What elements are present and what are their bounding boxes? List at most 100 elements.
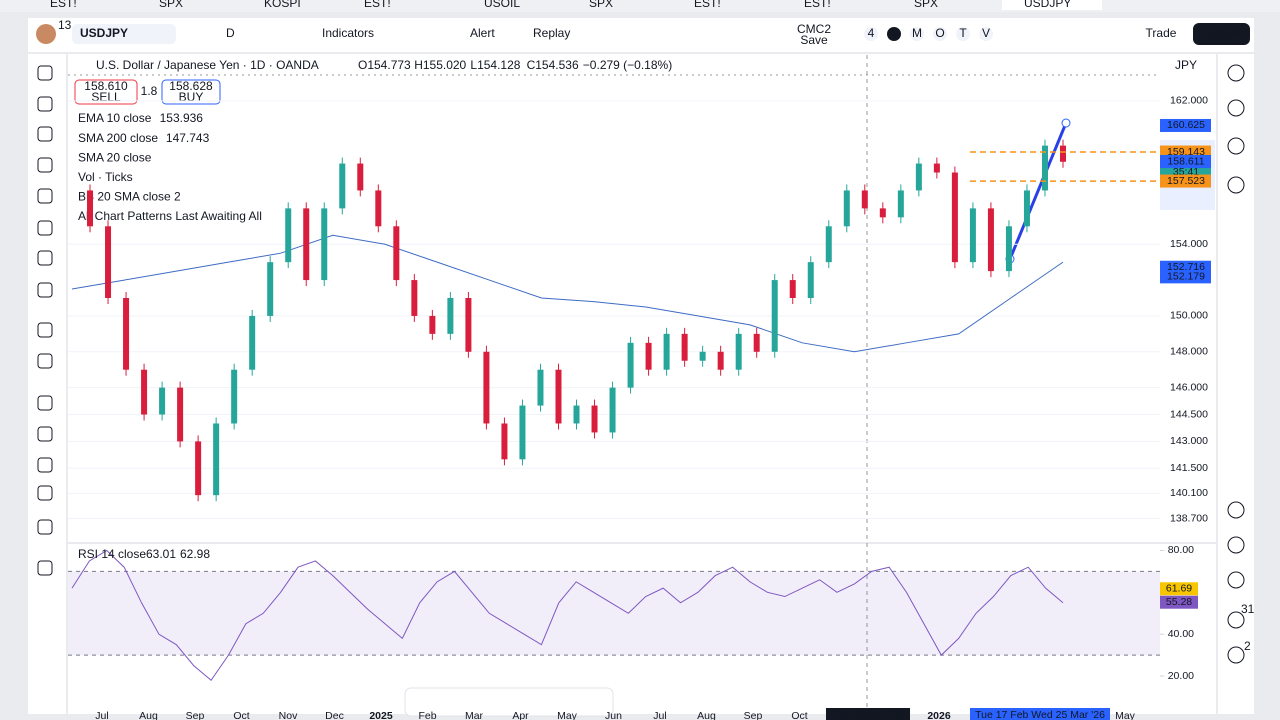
candle-body — [285, 208, 292, 263]
quick-label: T — [959, 26, 967, 40]
tab[interactable] — [342, 0, 442, 10]
sidebar-icon[interactable] — [1227, 137, 1245, 155]
sidebar-icon[interactable] — [1227, 646, 1245, 664]
time-label: Oct — [791, 710, 807, 720]
trend-handle[interactable] — [1061, 118, 1071, 128]
quick-button[interactable] — [933, 27, 947, 41]
layout-name[interactable]: CMC2 — [797, 22, 831, 36]
candle-body — [1041, 145, 1048, 191]
price-tick-label: 143.000 — [1170, 435, 1208, 447]
tab-label[interactable]: EST! — [364, 0, 391, 10]
publish-label[interactable]: Publish — [1201, 26, 1240, 40]
candle-body — [375, 190, 382, 227]
ohlc: O154.773 — [358, 58, 411, 72]
tool-icon[interactable] — [37, 157, 53, 173]
tab-label[interactable]: KOSPI — [264, 0, 301, 10]
quick-button[interactable] — [956, 27, 970, 41]
tab-label[interactable]: SPX — [159, 0, 183, 10]
quick-button[interactable] — [864, 27, 878, 41]
symbol[interactable]: USDJPY — [80, 26, 128, 40]
tab-label[interactable]: EST! — [50, 0, 77, 10]
rsi-label: 55.28 — [1166, 596, 1192, 608]
publish-button[interactable] — [1193, 23, 1250, 45]
sidebar-icon[interactable] — [1227, 536, 1245, 554]
candle-body — [339, 163, 346, 209]
legend-title: U.S. Dollar / Japanese Yen · 1D · OANDA — [96, 58, 319, 72]
tab-label[interactable]: USOIL — [484, 0, 520, 10]
price-label: 158.611 — [1167, 155, 1204, 167]
quick-button[interactable] — [887, 27, 901, 41]
sidebar-icon[interactable] — [1227, 176, 1245, 194]
tab[interactable] — [242, 0, 342, 10]
tool-icon[interactable] — [37, 457, 53, 473]
tool-icon[interactable] — [37, 395, 53, 411]
replay-button[interactable]: Replay — [533, 26, 570, 40]
tab[interactable] — [462, 0, 562, 10]
sidebar-icon[interactable] — [1227, 64, 1245, 82]
time-label: Aug — [697, 710, 716, 720]
tool-icon[interactable] — [37, 519, 53, 535]
tool-icon[interactable] — [37, 322, 53, 338]
candle-body — [645, 342, 652, 370]
tab[interactable] — [892, 0, 992, 10]
trade-button[interactable]: Trade — [1146, 26, 1177, 40]
quick-button[interactable] — [910, 27, 924, 41]
candle-body — [177, 387, 184, 442]
symbol-box[interactable] — [72, 24, 176, 44]
quick-button[interactable] — [979, 27, 993, 41]
candle-body — [861, 190, 868, 209]
currency: JPY — [1175, 58, 1197, 72]
avatar[interactable] — [36, 24, 56, 44]
tool-icon[interactable] — [37, 560, 53, 576]
alert-button[interactable]: Alert — [470, 26, 495, 40]
tab[interactable] — [137, 0, 237, 10]
sidebar-icon[interactable] — [1227, 611, 1245, 629]
price-tick-label: 144.500 — [1170, 408, 1208, 420]
tab[interactable] — [567, 0, 667, 10]
tool-icon[interactable] — [37, 426, 53, 442]
sidebar-icon[interactable] — [1227, 501, 1245, 519]
time-label: May — [557, 710, 578, 720]
tool-icon[interactable] — [37, 353, 53, 369]
sidebar-icon[interactable] — [1227, 99, 1245, 117]
trend-line[interactable] — [1008, 122, 1068, 260]
indicators-button[interactable]: Indicators — [322, 26, 374, 40]
tool-icon[interactable] — [37, 96, 53, 112]
candle-body — [231, 369, 238, 424]
tool-icon[interactable] — [37, 220, 53, 236]
candle-body — [915, 163, 922, 191]
tab[interactable] — [672, 0, 772, 10]
tool-icon[interactable] — [37, 282, 53, 298]
price-tick-label: 141.500 — [1170, 462, 1208, 474]
candle-body — [627, 342, 634, 388]
rsi-line — [71, 549, 1064, 681]
tab-label[interactable]: EST! — [694, 0, 721, 10]
tab[interactable] — [782, 0, 882, 10]
candle-body — [771, 280, 778, 352]
candle-body — [933, 163, 940, 173]
spread: 1.8 — [141, 84, 158, 98]
tool-icon[interactable] — [37, 126, 53, 142]
interval[interactable]: D — [226, 26, 235, 40]
sell-price: 158.610 — [84, 79, 128, 93]
tab-label[interactable]: SPX — [589, 0, 613, 10]
tab-label[interactable]: USDJPY — [1024, 0, 1071, 10]
tool-icon[interactable] — [37, 250, 53, 266]
left-toolbar — [28, 54, 66, 714]
tab[interactable] — [1002, 0, 1102, 10]
sidebar-icon[interactable] — [1227, 571, 1245, 589]
tab[interactable] — [28, 0, 128, 10]
price-label-box — [1160, 174, 1211, 188]
tab-label[interactable]: SPX — [914, 0, 938, 10]
tool-icon[interactable] — [37, 65, 53, 81]
candle-body — [807, 262, 814, 298]
buy-box[interactable] — [161, 79, 221, 105]
sell-box[interactable] — [74, 79, 138, 105]
indicator-name: SMA 20 close — [78, 150, 152, 164]
tool-icon[interactable] — [37, 188, 53, 204]
candle-body — [1023, 190, 1030, 227]
candle-body — [465, 298, 472, 352]
tool-icon[interactable] — [37, 485, 53, 501]
quick-label: C — [890, 26, 899, 40]
tab-label[interactable]: EST! — [804, 0, 831, 10]
